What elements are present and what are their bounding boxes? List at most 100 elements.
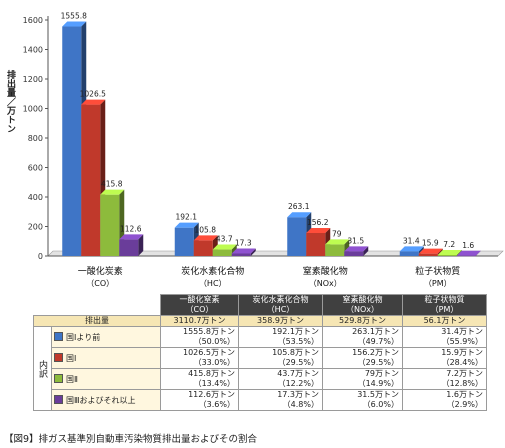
bar-side [363,246,369,256]
bar [119,239,139,256]
value-cell: 1026.5万トン （33.0%） [160,347,239,369]
x-category-code: （NOx） [309,279,342,288]
table-row: 国Ⅱ 415.8万トン （13.4%） 43.7万トン （12.2%） 79万トン （14.… [34,368,487,390]
bar-side [456,249,462,256]
bar-value-label: 1555.8 [61,12,87,21]
emission-share: （55.9%） [441,337,483,346]
bar-value-label: 415.8 [101,180,123,189]
emission-amount: 7.2万トン [446,369,483,379]
bar [174,227,194,256]
bar [81,104,101,256]
x-category-label: 粒子状物質 [415,265,460,277]
bar-value-label: 263.1 [288,202,310,211]
standard-name: 国Ⅱ [66,374,78,384]
col-header-nox: 窒素酸化物 （NOx） [322,294,403,316]
bar-value-label: 43.7 [216,235,233,244]
y-axis-ticks: 0 200 400 600 800 1000 1200 1400 1600 [23,16,49,261]
emission-amount: 156.2万トン [352,348,399,358]
y-tick-label: 600 [28,164,43,173]
bar [456,255,476,257]
emission-amount: 31.4万トン [441,327,483,337]
total-row: 排出量 3110.7万トン 358.9万トン 529.8万トン 56.1万トン [33,315,487,327]
bar-value-label: 1026.5 [80,90,106,99]
bar-top [100,189,125,195]
bar-value-label: 192.1 [176,213,198,222]
bar [344,251,364,256]
legend-swatch [54,394,63,404]
y-tick-label: 800 [28,134,43,143]
bar-value-label: 7.2 [443,240,455,249]
emission-amount: 79万トン [364,369,399,379]
x-category-code: （HC） [199,279,227,288]
value-cell: 105.8万トン （29.5%） [238,347,323,369]
bar-top [287,212,312,218]
y-tick-label: 1000 [23,105,43,114]
y-tick-label: 1400 [23,46,43,55]
emission-amount: 31.5万トン [357,390,399,400]
legend-swatch [54,373,63,383]
bar-side [250,248,256,256]
value-cell: 1.6万トン （2.9%） [402,389,487,411]
bar-top [119,234,144,240]
col-header-pm: 粒子状物質 （PM） [402,294,487,316]
emission-share: （14.9%） [357,379,399,388]
x-category-label: 窒素酸化物 [303,265,348,277]
value-cell: 15.9万トン （28.4%） [402,347,487,369]
emission-share: （33.0%） [193,358,235,367]
total-cell: 358.9万トン [238,315,323,327]
col-header-code: （PM） [430,305,459,314]
y-tick-label: 0 [38,252,43,261]
standard-name: 国Ⅰより前 [66,332,101,342]
emission-share: （29.5%） [277,358,319,367]
bar-top [174,222,199,228]
bar-value-label: 31.5 [347,236,364,245]
col-header-hc: 炭化水素化合物 （HC） [238,294,323,316]
emission-amount: 263.1万トン [352,327,399,337]
value-cell: 43.7万トン （12.2%） [238,368,323,390]
emission-share: （2.9%） [446,400,483,409]
bar-top [456,250,481,256]
standard-name-cell: 国Ⅲおよびそれ以上 [51,389,161,411]
y-tick-label: 200 [28,223,43,232]
col-header-code: （HC） [266,305,295,314]
emission-amount: 105.8万トン [272,348,319,358]
bar-top [62,21,87,27]
bar-top [399,246,424,252]
bar [212,249,232,256]
value-cell: 7.2万トン （12.8%） [402,368,487,390]
value-cell: 79万トン （14.9%） [322,368,403,390]
emission-amount: 1555.8万トン [183,327,235,337]
bar-chart: 0 200 400 600 800 1000 1200 1400 1600 1555.8 1026… [23,12,504,288]
emission-share: （13.4%） [193,379,235,388]
bar [418,253,438,256]
col-header-name: 窒素酸化物 [342,295,383,305]
emission-share: （12.8%） [441,379,483,388]
emission-amount: 192.1万トン [272,327,319,337]
value-cell: 17.3万トン （4.8%） [238,389,323,411]
emission-share: （49.7%） [357,337,399,346]
value-cell: 1555.8万トン （50.0%） [160,326,239,348]
table-row: 内訳 国Ⅰより前 1555.8万トン （50.0%） 192.1万トン （53.5%） 26… [33,326,487,411]
legend-swatch [54,352,63,362]
value-cell: 112.6万トン （3.6%） [160,389,239,411]
emission-amount: 43.7万トン [277,369,319,379]
bar [287,217,307,256]
value-cell: 192.1万トン （53.5%） [238,326,323,348]
col-header-name: 粒子状物質 [424,295,465,305]
x-category-label: 炭化水素化合物 [181,265,244,277]
y-tick-label: 1200 [23,75,43,84]
bar [306,232,326,256]
legend-swatch [54,331,63,341]
figure-caption: 【図9】排ガス基準別自動車汚染物質排出量およびその割合 [4,434,258,445]
emission-amount: 17.3万トン [277,390,319,400]
bar [231,253,251,256]
x-category-code: （CO） [86,279,114,288]
col-header-name: 炭化水素化合物 [252,295,309,305]
bar-top [437,249,462,255]
standard-name: 国Ⅰ [66,353,77,363]
emission-amount: 415.8万トン [188,369,235,379]
emission-share: （3.6%） [198,400,235,409]
bar [437,254,457,256]
breakdown-label: 内訳 [33,326,52,411]
bar-top [325,239,350,245]
